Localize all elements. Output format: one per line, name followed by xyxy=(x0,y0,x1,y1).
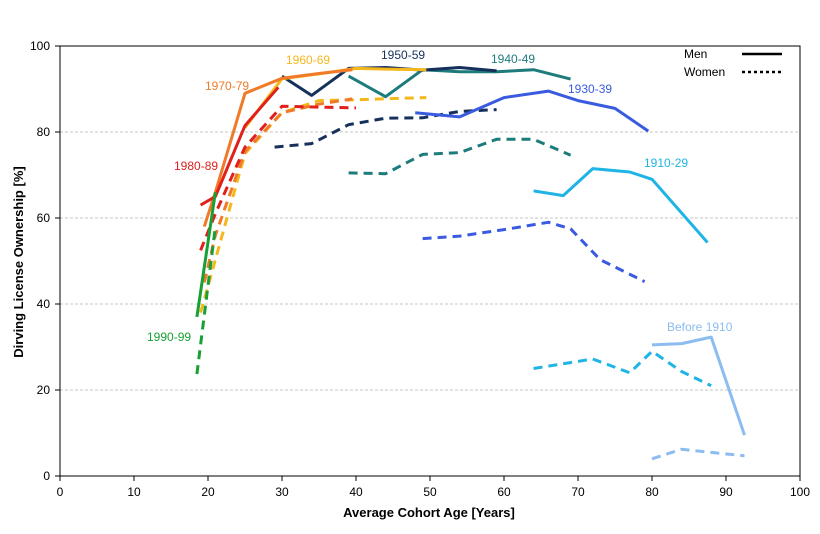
series-labels: Before 1910 1910-29 1930-39 1940-49 1950-59 1… xyxy=(147,48,733,344)
legend-label-men: Men xyxy=(684,47,707,61)
x-tick-label: 20 xyxy=(201,485,215,499)
y-tick-label: 60 xyxy=(37,211,51,225)
y-axis-title: Dirving License Ownership [%] xyxy=(11,166,26,357)
series-label-1930-39: 1930-39 xyxy=(568,82,612,96)
series-line-men-1980-89 xyxy=(199,86,280,207)
y-tick-label: 20 xyxy=(37,383,51,397)
series-line-women-before-1910 xyxy=(651,447,745,461)
x-tick-label: 60 xyxy=(497,485,511,499)
y-tick-label: 40 xyxy=(37,297,51,311)
series-label-1940-49: 1940-49 xyxy=(491,52,535,66)
series-label-1960-69: 1960-69 xyxy=(286,53,330,67)
x-axis-title: Average Cohort Age [Years] xyxy=(343,505,515,520)
series-label-before-1910: Before 1910 xyxy=(667,320,733,334)
grid xyxy=(60,131,800,391)
y-tick-label: 0 xyxy=(43,469,50,483)
x-tick-label: 30 xyxy=(275,485,289,499)
axes: 0 10 20 30 40 50 60 70 80 90 100 0 20 40 60 80 100 xyxy=(30,39,810,499)
series-label-1910-29: 1910-29 xyxy=(644,156,688,170)
series-label-1980-89: 1980-89 xyxy=(174,159,218,173)
series-line-women-1930-39 xyxy=(422,220,646,283)
legend-label-women: Women xyxy=(684,65,725,79)
x-tick-label: 50 xyxy=(423,485,437,499)
series-line-men-1990-99 xyxy=(195,191,217,318)
x-tick-label: 90 xyxy=(719,485,733,499)
series-line-women-1910-29 xyxy=(533,349,712,388)
series-label-1950-59: 1950-59 xyxy=(381,48,425,62)
series-line-men-before-1910 xyxy=(651,335,746,436)
x-tick-label: 10 xyxy=(127,485,141,499)
series-label-1990-99: 1990-99 xyxy=(147,330,191,344)
y-tick-label: 80 xyxy=(37,125,51,139)
x-tick-label: 0 xyxy=(57,485,64,499)
series-line-men-1910-29 xyxy=(533,167,709,244)
series-line-men-1950-59 xyxy=(281,66,497,97)
x-tick-label: 40 xyxy=(349,485,363,499)
series-line-men-1940-49 xyxy=(347,68,571,99)
series-label-background xyxy=(284,52,334,68)
series-line-women-1990-99 xyxy=(195,226,217,375)
y-tick-label: 100 xyxy=(30,39,50,53)
series-lines xyxy=(195,66,746,461)
series-label-1970-79: 1970-79 xyxy=(205,79,249,93)
legend: Men Women xyxy=(684,47,782,79)
plot-area-frame xyxy=(59,45,801,477)
series-line-women-1950-59 xyxy=(274,108,497,149)
x-tick-label: 70 xyxy=(571,485,585,499)
x-tick-label: 80 xyxy=(645,485,659,499)
series-line-women-1980-89 xyxy=(199,104,357,251)
x-tick-label: 100 xyxy=(790,485,810,499)
series-line-men-1930-39 xyxy=(415,89,650,133)
series-line-women-1940-49 xyxy=(348,137,572,176)
